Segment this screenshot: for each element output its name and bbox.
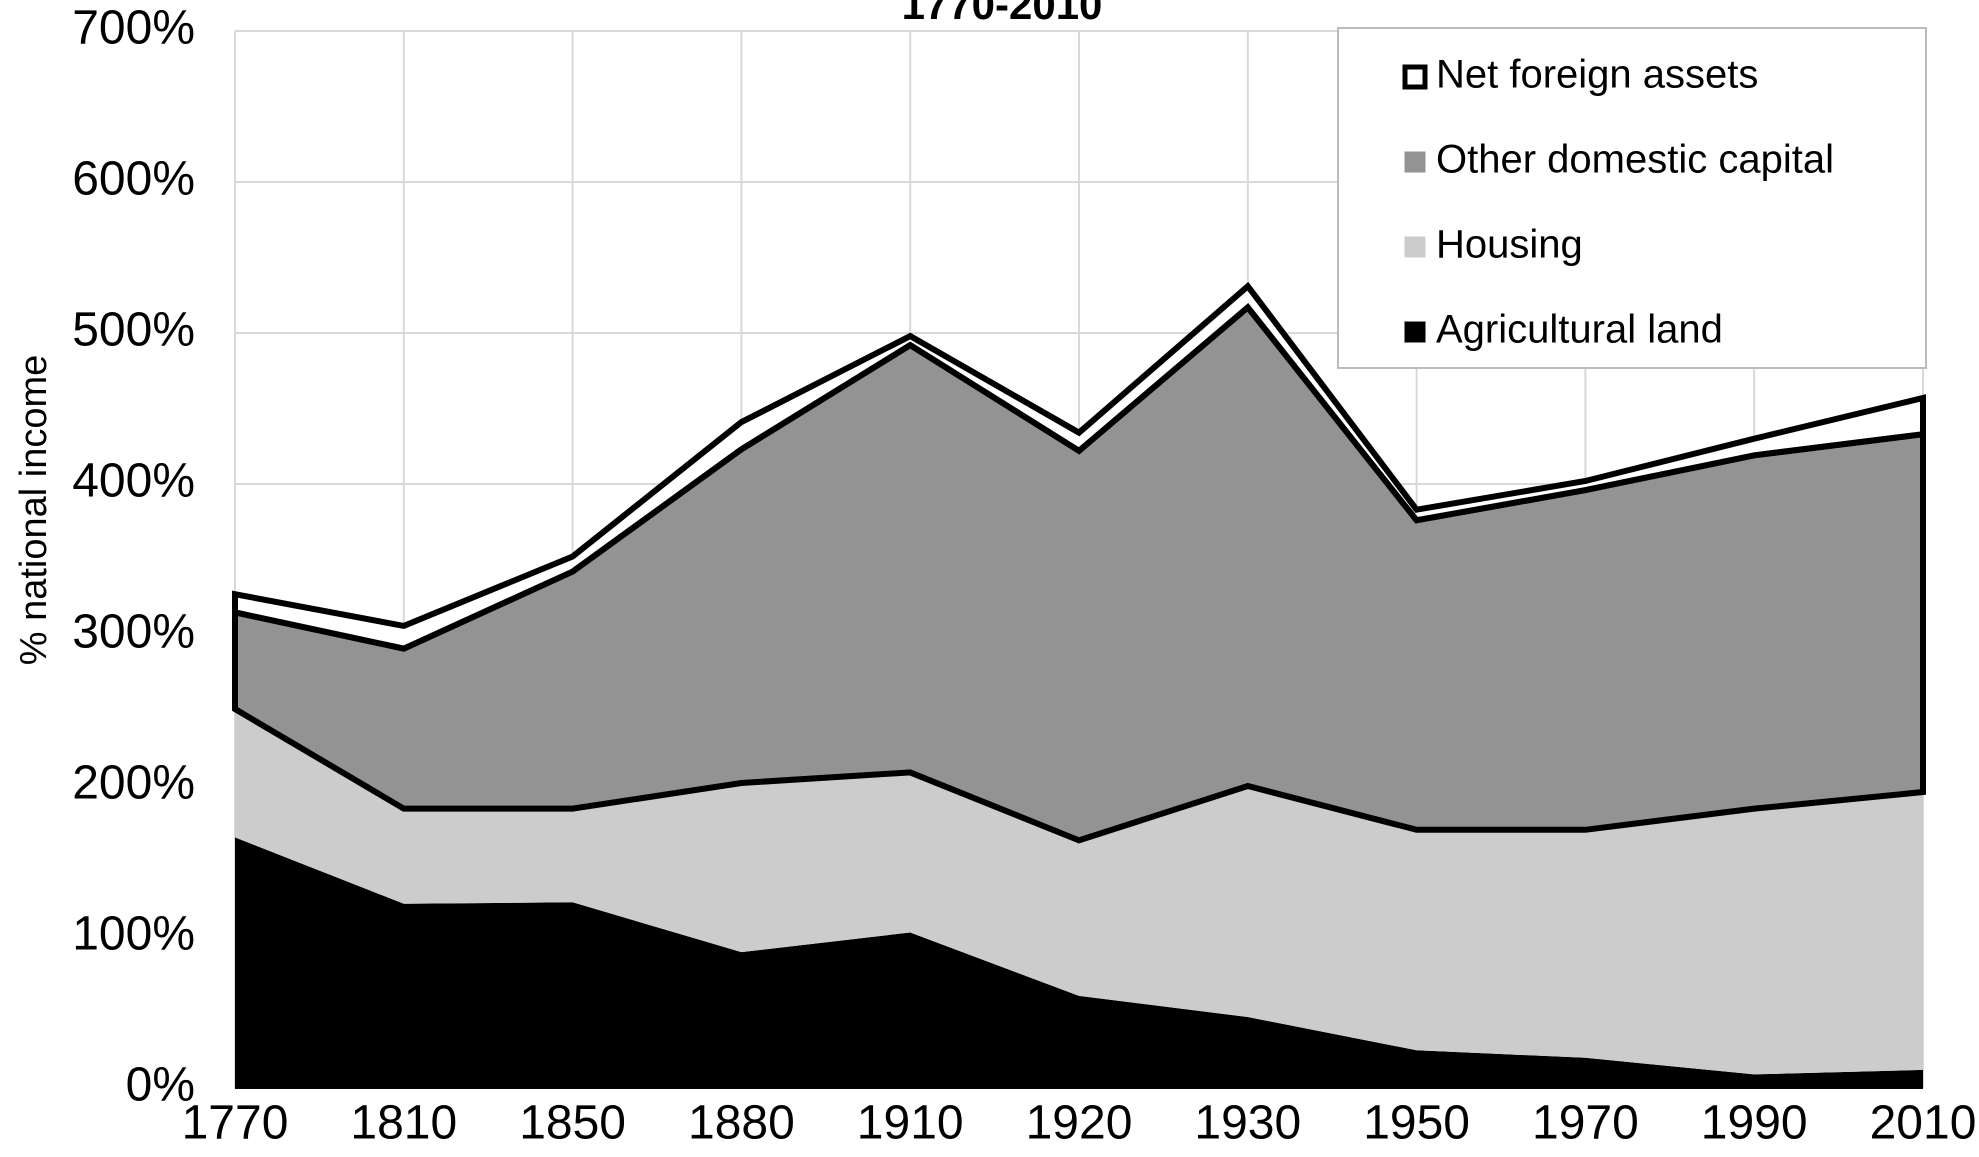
x-tick-label: 1910	[857, 1097, 964, 1150]
legend-swatch	[1404, 321, 1426, 343]
y-tick-label: 200%	[72, 757, 195, 810]
chart-title: 1770-2010	[902, 0, 1103, 28]
x-tick-label: 1970	[1532, 1097, 1639, 1150]
legend-label: Agricultural land	[1436, 308, 1723, 352]
area	[235, 708, 1923, 1075]
legend-label: Other domestic capital	[1436, 138, 1834, 182]
x-tick-label: 1990	[1701, 1097, 1808, 1150]
x-tick-label: 1810	[350, 1097, 457, 1150]
legend-swatch	[1404, 151, 1426, 173]
y-axis-label: % national income	[13, 355, 55, 666]
x-tick-label: 1950	[1363, 1097, 1470, 1150]
x-tick-label: 1930	[1194, 1097, 1301, 1150]
x-tick-label: 1770	[182, 1097, 289, 1150]
legend-box	[1337, 27, 1927, 369]
y-tick-label: 500%	[72, 304, 195, 357]
y-tick-label: 0%	[126, 1059, 195, 1112]
x-tick-label: 1880	[688, 1097, 795, 1150]
legend-swatch	[1404, 236, 1426, 258]
y-tick-label: 300%	[72, 606, 195, 659]
y-tick-label: 600%	[72, 153, 195, 206]
legend-label: Housing	[1436, 223, 1583, 267]
y-tick-label: 100%	[72, 908, 195, 961]
legend: Net foreign assets Other domestic capital…	[1337, 27, 1927, 369]
y-tick-label: 400%	[72, 455, 195, 508]
x-tick-label: 1850	[519, 1097, 626, 1150]
legend-label: Net foreign assets	[1436, 53, 1758, 97]
x-tick-label: 1920	[1026, 1097, 1133, 1150]
y-tick-label: 700%	[72, 2, 195, 55]
x-tick-label: 2010	[1870, 1097, 1977, 1150]
area	[235, 837, 1923, 1088]
legend-swatch	[1402, 64, 1428, 90]
area	[232, 281, 1926, 652]
